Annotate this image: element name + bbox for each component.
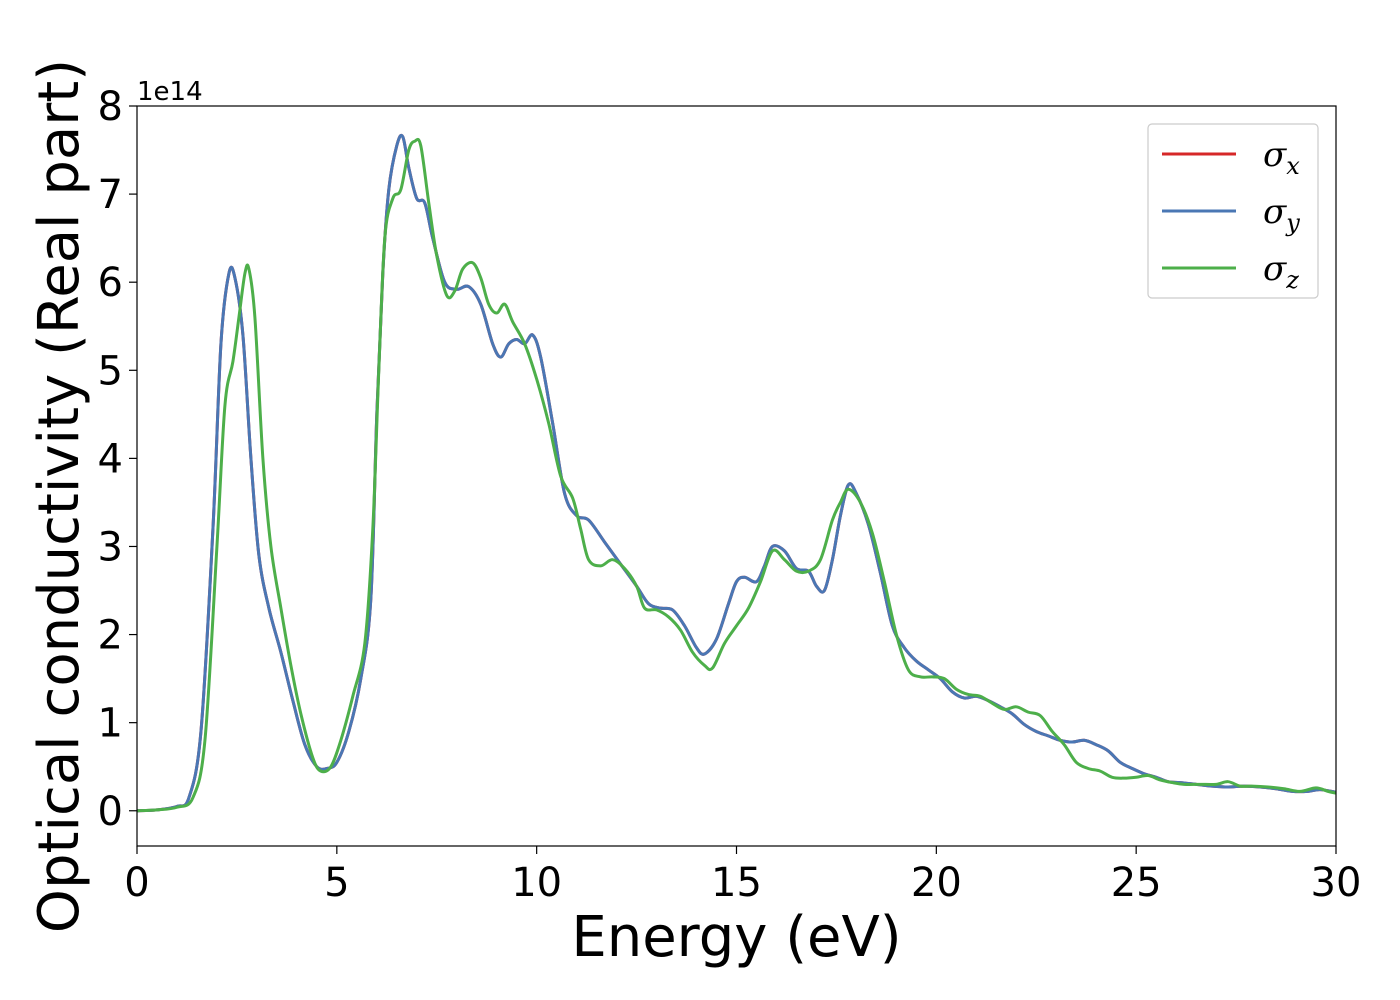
- legend-label: σy: [1263, 192, 1300, 237]
- legend-label: σx: [1263, 135, 1300, 180]
- series-layer: [137, 133, 1336, 813]
- y-tick-label: 7: [98, 172, 123, 218]
- legend-label: σz: [1263, 249, 1299, 294]
- y-tick-label: 8: [98, 84, 123, 130]
- y-axis: 0 1 2 3 4 5 6 7 8: [98, 84, 137, 835]
- x-axis-label: Energy (eV): [571, 905, 901, 970]
- x-tick-label: 25: [1111, 860, 1162, 906]
- x-tick-label: 0: [124, 860, 149, 906]
- y-axis-label: Optical conductivity (Real part): [27, 59, 92, 933]
- x-tick-label: 30: [1311, 860, 1362, 906]
- y-tick-label: 2: [98, 613, 123, 659]
- y-tick-label: 3: [98, 524, 123, 570]
- legend: σx σy σz: [1147, 123, 1319, 299]
- y-tick-label: 0: [98, 789, 123, 835]
- y-tick-label: 5: [98, 348, 123, 394]
- x-tick-label: 20: [911, 860, 962, 906]
- x-tick-label: 5: [324, 860, 349, 906]
- y-tick-label: 4: [98, 436, 123, 482]
- y-axis-offset-label: 1e14: [137, 77, 203, 107]
- series-line-z: [137, 137, 1336, 813]
- x-axis: 0 5 10 15 20 25 30: [124, 846, 1361, 906]
- x-tick-label: 15: [711, 860, 762, 906]
- y-tick-label: 1: [98, 701, 123, 747]
- y-tick-label: 6: [98, 260, 123, 306]
- x-tick-label: 10: [511, 860, 562, 906]
